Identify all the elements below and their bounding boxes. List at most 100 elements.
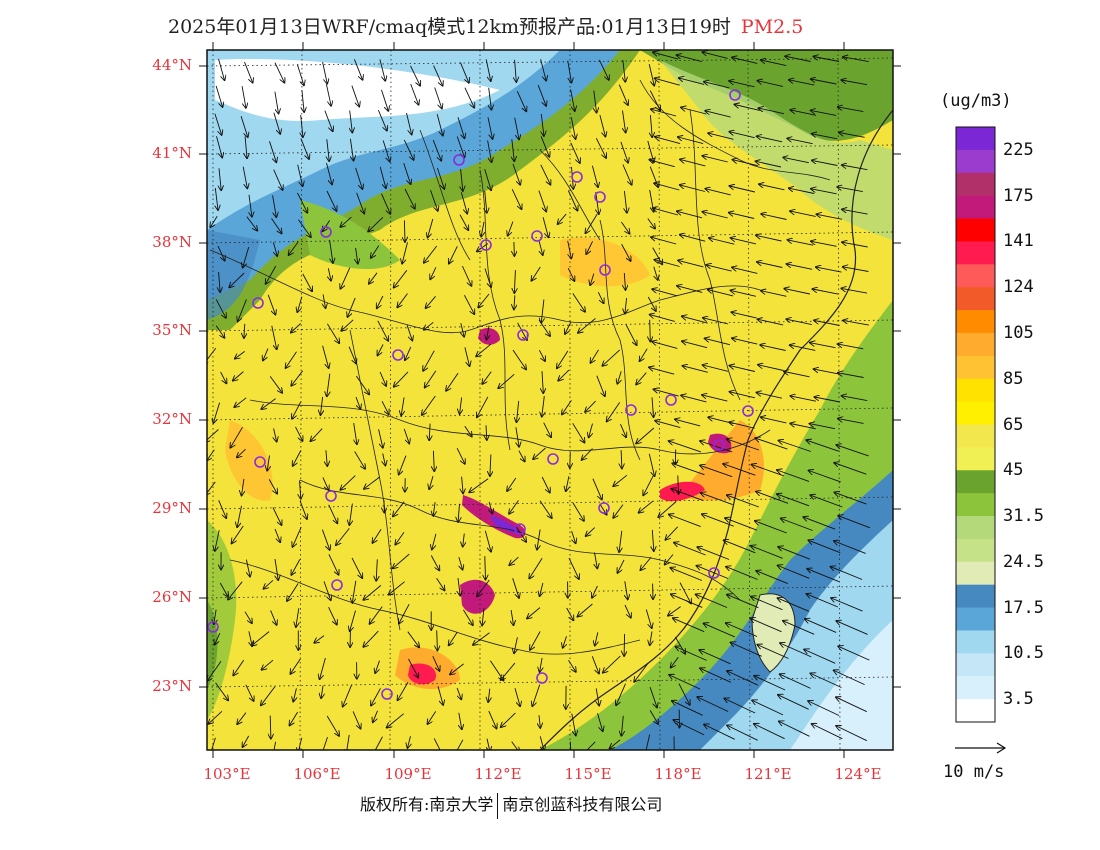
wind-arrow xyxy=(395,531,405,544)
wind-arrow xyxy=(790,424,816,430)
copyright-divider xyxy=(497,792,499,819)
wind-arrow xyxy=(676,647,707,661)
wind-arrow xyxy=(652,529,654,551)
wind-arrow xyxy=(429,423,430,441)
wind-arrow xyxy=(463,533,465,547)
wind-arrow xyxy=(261,686,276,706)
colorbar-segment xyxy=(956,561,995,586)
wind-arrow xyxy=(267,294,275,315)
wind-arrow xyxy=(759,184,785,191)
wind-arrow xyxy=(838,516,871,529)
wind-arrow xyxy=(702,395,728,402)
wind-arrow xyxy=(476,343,492,356)
wind-arrow xyxy=(808,701,840,716)
wind-arrow xyxy=(432,656,440,671)
wind-arrow xyxy=(428,218,434,237)
wind-arrow xyxy=(837,187,863,193)
wind-arrow xyxy=(477,579,490,596)
wind-arrow xyxy=(655,78,680,86)
wind-arrow xyxy=(541,299,544,323)
colorbar-segment xyxy=(956,332,995,357)
wind-arrow xyxy=(759,108,785,115)
wind-arrow xyxy=(591,349,599,363)
wind-arrow xyxy=(814,397,840,403)
province-boundaries xyxy=(209,79,893,750)
wind-reference-label: 10 m/s xyxy=(943,762,1005,782)
colorbar-segment xyxy=(956,378,995,403)
wind-arrow xyxy=(650,319,651,342)
wind-arrow xyxy=(754,676,786,691)
wind-arrow xyxy=(709,238,735,245)
wind-arrow xyxy=(482,371,492,384)
wind-arrow xyxy=(681,395,707,403)
wind-arrow xyxy=(672,701,703,716)
wind-arrow xyxy=(761,417,787,424)
wind-arrow xyxy=(558,213,567,224)
city-marker xyxy=(571,171,583,183)
wind-arrow xyxy=(485,59,491,81)
wind-arrow xyxy=(213,402,221,423)
colorbar-segment xyxy=(956,149,995,174)
wind-arrow xyxy=(757,393,782,399)
wind-arrow xyxy=(381,89,389,111)
wind-arrow xyxy=(727,495,759,508)
wind-arrow xyxy=(210,216,218,227)
wind-arrow xyxy=(679,78,705,85)
wind-arrow xyxy=(621,221,629,234)
wind-arrow xyxy=(841,288,868,294)
wind-arrow xyxy=(290,711,298,725)
city-marker xyxy=(625,404,637,416)
wind-arrow xyxy=(731,238,757,245)
wind-arrow xyxy=(473,632,490,645)
wind-arrow xyxy=(425,370,437,388)
wind-arrow xyxy=(286,351,297,368)
wind-arrow xyxy=(529,558,543,578)
wind-arrow xyxy=(321,396,323,415)
wind-arrow xyxy=(699,650,731,665)
wind-arrow xyxy=(645,734,651,750)
wind-arrow xyxy=(389,581,405,595)
wind-arrow xyxy=(542,371,543,393)
wind-arrow xyxy=(732,58,758,64)
wind-arrow xyxy=(678,260,704,268)
wind-arrow xyxy=(727,725,758,741)
wind-arrow xyxy=(290,658,301,674)
wind-arrow xyxy=(517,322,527,340)
wind-arrow xyxy=(708,133,734,140)
wind-arrow xyxy=(730,186,756,193)
wind-arrow xyxy=(569,741,572,750)
wind-arrow xyxy=(778,695,809,710)
wind-arrow xyxy=(639,500,653,512)
wind-arrow xyxy=(621,450,622,468)
wind-arrow xyxy=(230,426,243,447)
wind-arrow xyxy=(399,603,410,623)
wind-arrow xyxy=(300,480,301,499)
wind-arrow xyxy=(727,595,759,609)
wind-arrow xyxy=(207,449,215,461)
wind-arrow xyxy=(373,710,378,722)
species-label: PM2.5 xyxy=(740,16,804,38)
wind-arrow xyxy=(364,476,381,489)
wind-arrow xyxy=(272,507,282,525)
wind-arrow xyxy=(394,371,409,387)
city-marker xyxy=(599,264,611,276)
wind-arrow xyxy=(273,169,283,190)
wind-arrow xyxy=(350,110,353,133)
wind-arrow xyxy=(218,500,227,518)
wind-arrow xyxy=(478,293,490,307)
wind-arrow xyxy=(243,246,250,267)
wind-arrow xyxy=(422,395,436,415)
wind-arrow xyxy=(407,631,419,648)
wind-arrow xyxy=(539,349,545,361)
wind-arrow xyxy=(219,271,221,292)
colorbar-segment xyxy=(956,264,995,288)
wind-arrow xyxy=(572,423,585,442)
wind-arrow xyxy=(595,632,598,645)
wind-arrow xyxy=(517,400,519,422)
wind-arrow xyxy=(355,167,363,189)
wind-arrow xyxy=(514,295,515,309)
wind-arrow xyxy=(356,192,365,214)
wind-arrow xyxy=(625,324,637,345)
wind-arrow xyxy=(563,636,567,647)
wind-arrow xyxy=(235,351,245,358)
